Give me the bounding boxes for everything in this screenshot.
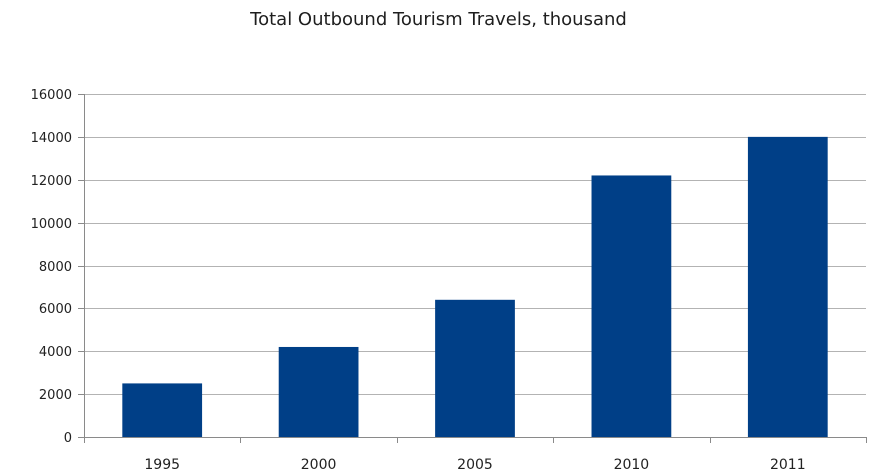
y-axis-tick-labels: 0 2000 4000 6000 8000 10000 12000 14000 16000 — [31, 88, 72, 446]
y-tick-label: 14000 — [31, 131, 72, 146]
axes — [78, 94, 867, 443]
bar-2010 — [591, 175, 672, 437]
bars — [122, 136, 828, 437]
y-tick-label: 4000 — [39, 345, 72, 360]
y-tick-label: 2000 — [39, 388, 72, 403]
x-tick-label: 1995 — [144, 457, 180, 473]
y-tick-label: 12000 — [31, 174, 72, 189]
y-tick-label: 6000 — [39, 302, 72, 317]
y-tick-label: 0 — [64, 431, 72, 446]
y-tick-label: 16000 — [31, 88, 72, 103]
bar-2000 — [278, 346, 359, 437]
x-axis-tick-labels: 1995 2000 2005 2010 2011 — [144, 457, 805, 473]
y-tick-label: 8000 — [39, 260, 72, 275]
y-tick-label: 10000 — [31, 217, 72, 232]
bar-2011 — [747, 136, 828, 437]
x-tick-label: 2010 — [614, 457, 650, 473]
chart-title: Total Outbound Tourism Travels, thousand — [250, 9, 627, 30]
x-tick-label: 2000 — [301, 457, 337, 473]
x-tick-label: 2011 — [770, 457, 806, 473]
bar-1995 — [122, 383, 203, 437]
x-tick-label: 2005 — [457, 457, 493, 473]
bar-2005 — [435, 299, 515, 437]
